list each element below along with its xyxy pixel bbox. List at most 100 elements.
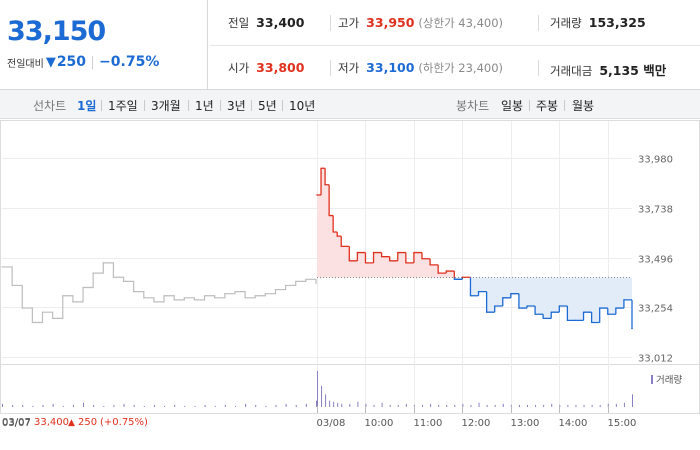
volume-bar [478, 402, 480, 407]
period-1w-tab[interactable]: 1주일 [108, 99, 138, 113]
change-line: 전일대비 ▼ 250 −0.75% [7, 54, 159, 70]
volume-bar [454, 404, 456, 407]
up-area-fill [317, 168, 471, 278]
prev-day-point [31, 321, 33, 324]
stat-value: 33,100 [366, 60, 415, 75]
volume-bars [2, 371, 633, 407]
period-1d-tab[interactable]: 1일 [77, 99, 97, 113]
stat-amount: 거래대금 5,135 백만 [550, 60, 666, 79]
prev-day-change: 250 [78, 417, 97, 428]
volume-bar [462, 403, 464, 407]
stat-label: 저가 [338, 61, 360, 75]
prev-day-summary: 03/07 33,400 ▲ 250 (+0.75%) [2, 417, 148, 428]
stat-low: 저가 33,100 (하한가 23,400) [338, 60, 503, 76]
today-point [607, 313, 609, 315]
down-area-fill [454, 277, 632, 323]
divider [188, 100, 189, 111]
prev-day-point [52, 317, 54, 319]
volume-bar [123, 403, 125, 407]
today-point [558, 305, 561, 307]
period-weekly-candle-tab[interactable]: 주봉 [536, 99, 559, 113]
stat-label: 고가 [338, 16, 360, 30]
prev-day-point [82, 286, 84, 289]
prev-day-point [133, 291, 135, 293]
volume-legend-label: 거래량 [656, 374, 682, 386]
x-tick-label: 14:00 [559, 418, 588, 429]
volume-bar [381, 402, 383, 407]
stat-value: 153,325 [588, 15, 646, 30]
prev-day-point [305, 278, 307, 280]
period-3y-tab[interactable]: 3년 [227, 99, 246, 113]
volume-bar [623, 402, 625, 407]
divider [538, 60, 539, 76]
today-point [477, 290, 480, 293]
y-tick-label: 33,980 [638, 155, 673, 166]
volume-bar [143, 405, 145, 407]
stat-value: 33,950 [366, 15, 415, 30]
today-point [372, 251, 375, 254]
x-tick-label: 12:00 [462, 418, 491, 429]
period-5y-tab[interactable]: 5년 [258, 99, 277, 113]
volume-bar [575, 404, 577, 407]
today-point [328, 214, 330, 217]
divider [251, 100, 252, 111]
today-point [461, 276, 464, 278]
x-tick-label: 03/08 [317, 418, 346, 429]
volume-bar [446, 404, 448, 407]
prev-day-point [122, 280, 125, 282]
period-10y-tab[interactable]: 10년 [289, 99, 316, 113]
volume-bar [113, 404, 115, 407]
period-monthly-candle-tab[interactable]: 월봉 [572, 99, 595, 113]
volume-legend-swatch [651, 375, 653, 384]
volume-bar [194, 405, 196, 407]
volume-bar [583, 404, 585, 407]
price-chart[interactable]: 33,980 33,738 33,496 33,254 33,012 03/07 03/0… [0, 120, 700, 450]
prev-day-close: 33,400 [34, 417, 69, 428]
volume-bar [518, 404, 520, 407]
stat-value: 5,135 백만 [599, 63, 667, 78]
volume-bar [325, 394, 327, 407]
volume-bar [321, 385, 323, 407]
current-price: 33,150 [7, 16, 106, 47]
today-point [542, 317, 544, 320]
divider [210, 45, 700, 46]
divider [144, 100, 145, 111]
volume-bar [607, 403, 609, 407]
today-point [405, 262, 407, 264]
divider [538, 15, 539, 31]
period-3m-tab[interactable]: 3개월 [151, 99, 181, 113]
volume-bar [153, 404, 155, 407]
volume-bar [430, 403, 432, 407]
today-point [388, 260, 391, 262]
x-axis: 03/07 03/08 10:00 11:00 12:00 13:00 14:00 15:00 [2, 406, 636, 429]
divider [220, 100, 221, 111]
price-summary: 33,150 전일대비 ▼ 250 −0.75% [0, 0, 208, 90]
divider [330, 60, 331, 76]
prev-day-line [2, 262, 317, 324]
today-point [413, 251, 415, 254]
period-bar: 선차트 1일 1주일 3개월 1년 3년 5년 10년 봉차트 일봉 주봉 월봉 [0, 90, 700, 119]
x-tick-label: 03/07 [2, 418, 31, 429]
prev-day-point [224, 293, 226, 295]
prev-day-point [203, 295, 206, 297]
today-point [348, 260, 351, 262]
prev-day-change-pct: (+0.75%) [100, 417, 148, 428]
period-daily-candle-tab[interactable]: 일봉 [501, 99, 524, 113]
volume-bar [174, 404, 176, 407]
volume-bar [615, 403, 617, 407]
volume-bar [470, 404, 472, 407]
prev-day-point [173, 299, 175, 301]
volume-bar [599, 404, 601, 407]
volume-bar [551, 403, 553, 407]
volume-bar [510, 404, 512, 407]
divider [564, 100, 565, 111]
volume-bar [329, 400, 331, 407]
volume-bar [305, 403, 307, 407]
stat-value: 33,400 [256, 15, 305, 30]
prev-day-point [41, 311, 44, 313]
today-point [429, 264, 431, 266]
today-point [397, 251, 399, 254]
today-point [332, 231, 334, 233]
period-1y-tab[interactable]: 1년 [195, 99, 214, 113]
